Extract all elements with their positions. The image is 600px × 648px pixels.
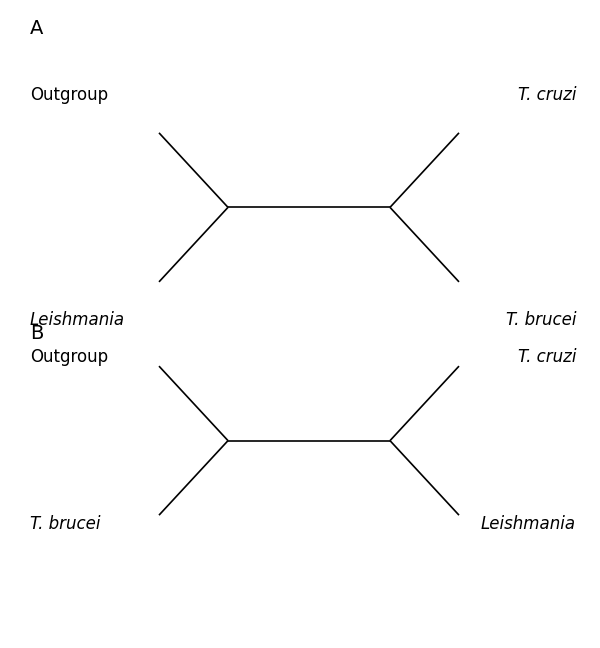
Text: T. cruzi: T. cruzi — [517, 86, 576, 104]
Text: Leishmania: Leishmania — [30, 311, 125, 329]
Text: B: B — [30, 324, 43, 343]
Text: T. cruzi: T. cruzi — [517, 348, 576, 366]
Text: A: A — [30, 19, 43, 38]
Text: Leishmania: Leishmania — [481, 515, 576, 533]
Text: Outgroup: Outgroup — [30, 86, 108, 104]
Text: Outgroup: Outgroup — [30, 348, 108, 366]
Text: T. brucei: T. brucei — [30, 515, 101, 533]
Text: T. brucei: T. brucei — [505, 311, 576, 329]
